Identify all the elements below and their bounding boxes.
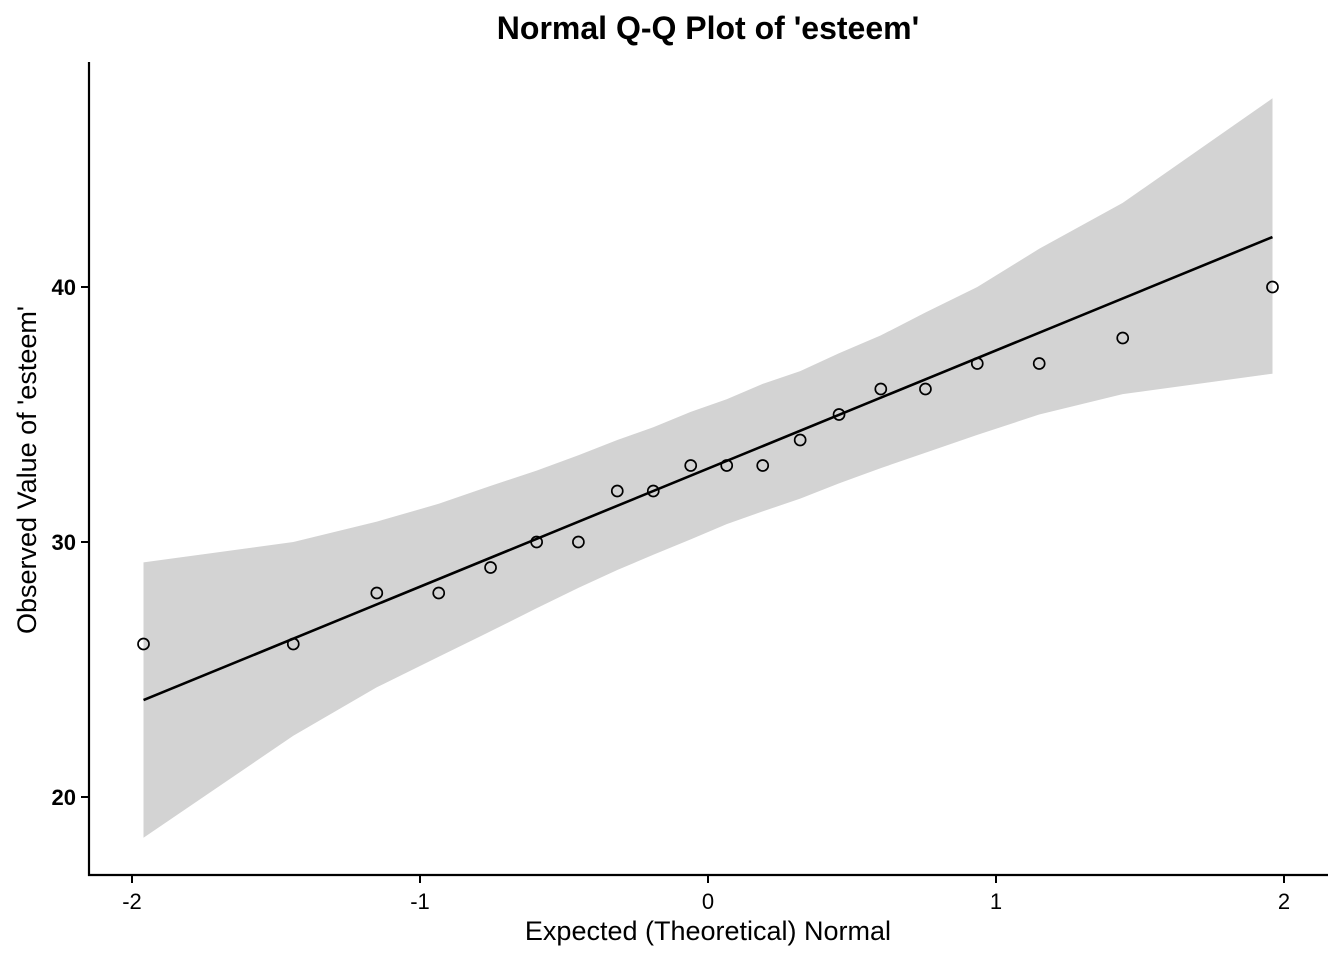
y-tick-label: 30 — [52, 530, 76, 555]
data-point — [684, 459, 698, 472]
data-point — [137, 637, 150, 651]
data-point — [484, 561, 497, 574]
x-tick-label: -1 — [410, 889, 430, 914]
data-point — [646, 484, 660, 498]
data-point — [370, 586, 384, 600]
data-point — [919, 382, 932, 396]
data-point — [720, 459, 734, 472]
data-point — [610, 484, 624, 498]
chart-title: Normal Q-Q Plot of 'esteem' — [497, 10, 919, 46]
data-point — [832, 408, 846, 421]
points-layer — [137, 280, 1279, 651]
x-tick-label: 1 — [990, 889, 1002, 914]
reference-line — [143, 235, 1273, 702]
data-point — [793, 433, 807, 447]
y-axis-label: Observed Value of 'esteem' — [12, 306, 42, 634]
data-point — [286, 637, 300, 651]
y-tick-label: 20 — [52, 785, 76, 810]
data-point — [432, 586, 446, 600]
x-tick-label: 0 — [702, 889, 714, 914]
x-tick-label: -2 — [122, 889, 142, 914]
x-ticks: -2 -1 0 1 2 — [122, 876, 1290, 914]
data-point — [572, 535, 585, 549]
x-axis-label: Expected (Theoretical) Normal — [525, 916, 891, 946]
data-point — [530, 535, 543, 549]
axes — [87, 62, 1328, 877]
y-tick-label: 40 — [52, 275, 76, 300]
data-point — [1116, 331, 1130, 345]
data-point — [756, 459, 770, 472]
data-point — [1032, 357, 1046, 370]
x-tick-label: 2 — [1278, 889, 1290, 914]
y-ticks: 20 30 40 — [52, 275, 89, 810]
reference-line-layer — [143, 235, 1273, 702]
data-point — [874, 382, 888, 396]
data-point — [970, 357, 984, 370]
data-point — [1266, 280, 1279, 294]
